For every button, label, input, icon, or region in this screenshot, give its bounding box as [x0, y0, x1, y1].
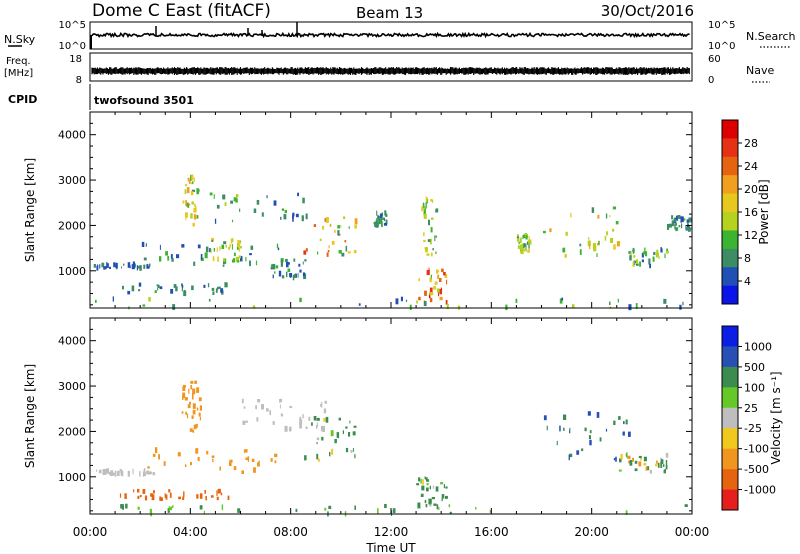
- power-panel-frame: [89, 111, 693, 309]
- time-axis-label: Time UT: [365, 541, 416, 554]
- colorbar-tick-label: 25: [744, 402, 758, 415]
- colorbar-tick-label: 8: [744, 252, 751, 265]
- velocity-axis-ticks: 1000 2000 3000 4000: [58, 318, 693, 514]
- nsearch-y-bottom: 10^0: [708, 41, 735, 52]
- time-axis-ticks: 00:00 04:00 08:00 12:00 16:00 20:00 00:00: [73, 525, 710, 539]
- power-ylabel: Slant Range [km]: [23, 158, 37, 262]
- y-tick-label: 3000: [58, 174, 86, 187]
- colorbar-tick-label: -500: [744, 463, 769, 476]
- nave-label: Nave: [746, 64, 774, 77]
- velocity-ylabel: Slant Range [km]: [23, 364, 37, 468]
- colorbar-tick-label: 4: [744, 275, 751, 288]
- power-echo-field: [93, 174, 692, 311]
- colorbar-tick-label: 500: [744, 361, 765, 374]
- station-title: Dome C East (fitACF): [92, 1, 271, 21]
- freq-label-line2: [MHz]: [4, 68, 33, 79]
- colorbar-tick-label: -25: [744, 422, 762, 435]
- cpid-label: CPID: [8, 93, 37, 106]
- nsky-label: N.Sky: [4, 33, 36, 46]
- freq-y-top: 18: [69, 54, 82, 65]
- y-tick-label: 1000: [58, 471, 86, 484]
- x-tick-label: 16:00: [474, 525, 509, 539]
- nsearch-label: N.Search: [746, 30, 796, 43]
- y-tick-label: 1000: [58, 265, 86, 278]
- x-tick-label: 12:00: [374, 525, 409, 539]
- y-tick-label: 2000: [58, 219, 86, 232]
- x-tick-label: 00:00: [73, 525, 108, 539]
- power-colorbar: 4 8 12 16 20 24 28: [721, 119, 758, 305]
- colorbar-tick-label: -1000: [744, 484, 776, 497]
- nave-y-top: 60: [708, 54, 721, 65]
- x-tick-label: 20:00: [574, 525, 609, 539]
- freq-trace: [91, 67, 690, 75]
- velocity-echo-field: [96, 380, 688, 517]
- date-title: 30/Oct/2016: [601, 2, 694, 20]
- colorbar-tick-label: 28: [744, 137, 758, 150]
- power-colorbar-label: Power [dB]: [757, 179, 771, 244]
- x-tick-label: 08:00: [273, 525, 308, 539]
- x-tick-label: 00:00: [675, 525, 710, 539]
- colorbar-tick-label: 24: [744, 160, 758, 173]
- beam-title: Beam 13: [356, 4, 423, 22]
- x-tick-label: 04:00: [173, 525, 208, 539]
- nsky-trace: [90, 22, 690, 49]
- nsky-y-bottom: 10^0: [59, 41, 86, 52]
- velocity-panel-frame: [89, 317, 693, 515]
- colorbar-tick-label: 16: [744, 206, 758, 219]
- freq-strip-frame: [89, 52, 693, 82]
- colorbar-tick-label: 1000: [744, 340, 772, 353]
- colorbar-tick-label: -100: [744, 443, 769, 456]
- y-tick-label: 3000: [58, 380, 86, 393]
- cpid-program: twofsound 3501: [94, 94, 194, 107]
- nave-y-bottom: 0: [708, 75, 714, 86]
- freq-label-line1: Freq.: [6, 56, 31, 67]
- y-tick-label: 2000: [58, 425, 86, 438]
- velocity-colorbar-label: Velocity [m s⁻¹]: [769, 371, 783, 464]
- colorbar-tick-label: 20: [744, 183, 758, 196]
- nsky-y-top: 10^5: [59, 20, 86, 31]
- nsearch-y-top: 10^5: [708, 20, 735, 31]
- colorbar-tick-label: 100: [744, 381, 765, 394]
- y-tick-label: 4000: [58, 129, 86, 142]
- y-tick-label: 4000: [58, 335, 86, 348]
- power-axis-ticks: 1000 2000 3000 4000: [58, 112, 693, 308]
- velocity-colorbar: 1000 500 100 25 -25 -100 -500 -1000: [721, 325, 776, 511]
- freq-y-bottom: 8: [76, 75, 82, 86]
- colorbar-tick-label: 12: [744, 229, 758, 242]
